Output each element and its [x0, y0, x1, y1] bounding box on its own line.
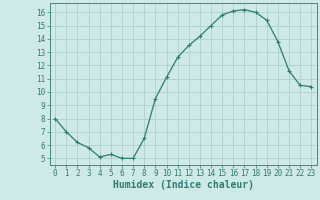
X-axis label: Humidex (Indice chaleur): Humidex (Indice chaleur)	[113, 180, 254, 190]
